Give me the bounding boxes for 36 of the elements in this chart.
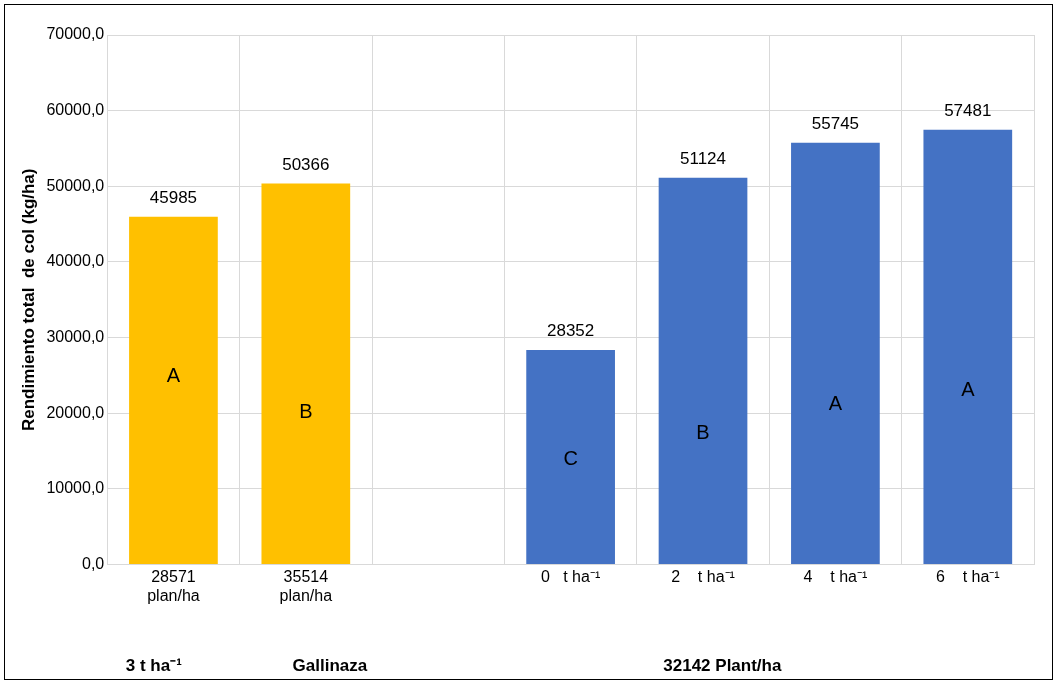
y-tick-label: 50000,0 — [46, 176, 105, 194]
data-label: 57481 — [944, 100, 992, 120]
data-label: 28352 — [546, 321, 595, 341]
y-tick-label: 30000,0 — [46, 328, 105, 346]
x-tick-label: 28571 plan/ha — [147, 567, 200, 604]
bar — [658, 177, 748, 565]
data-label: 45985 — [149, 187, 198, 207]
annotation: C — [563, 447, 578, 470]
annotation: B — [696, 420, 710, 443]
y-tick-label: 0,0 — [81, 555, 105, 573]
annotation: B — [299, 399, 313, 422]
x-tick-label: 6 t ha⁻¹ — [935, 567, 1000, 585]
bar — [526, 350, 615, 565]
bar — [261, 183, 351, 565]
data-label: 51124 — [680, 149, 727, 168]
x-tick-label: 2 t ha⁻¹ — [671, 567, 735, 585]
data-label: 55745 — [811, 114, 860, 134]
y-tick-label: 40000,0 — [46, 252, 105, 270]
y-tick-label: 10000,0 — [46, 479, 105, 497]
y-tick-label: 70000,0 — [46, 25, 105, 43]
text: 3 t ha⁻¹ — [125, 656, 183, 676]
x-tick-label: 35514 plan/ha — [279, 567, 333, 604]
y-tick-label: 20000,0 — [46, 403, 105, 421]
bar — [129, 216, 218, 565]
y-tick-label: 60000,0 — [46, 101, 105, 119]
bar — [923, 129, 1013, 565]
annotation: A — [961, 378, 976, 401]
x-tick-label: 0 t ha⁻¹ — [540, 567, 601, 585]
data-label: 50366 — [282, 154, 330, 174]
text: 32142 Plant/ha — [663, 656, 782, 676]
text: Gallinaza — [292, 656, 368, 676]
x-tick-label: 4 t ha⁻¹ — [803, 567, 868, 585]
annotation: A — [166, 364, 181, 387]
y-axis-title: Rendimiento total de col (kg/ha) — [18, 168, 38, 432]
bar — [791, 142, 880, 565]
annotation: A — [828, 391, 843, 414]
